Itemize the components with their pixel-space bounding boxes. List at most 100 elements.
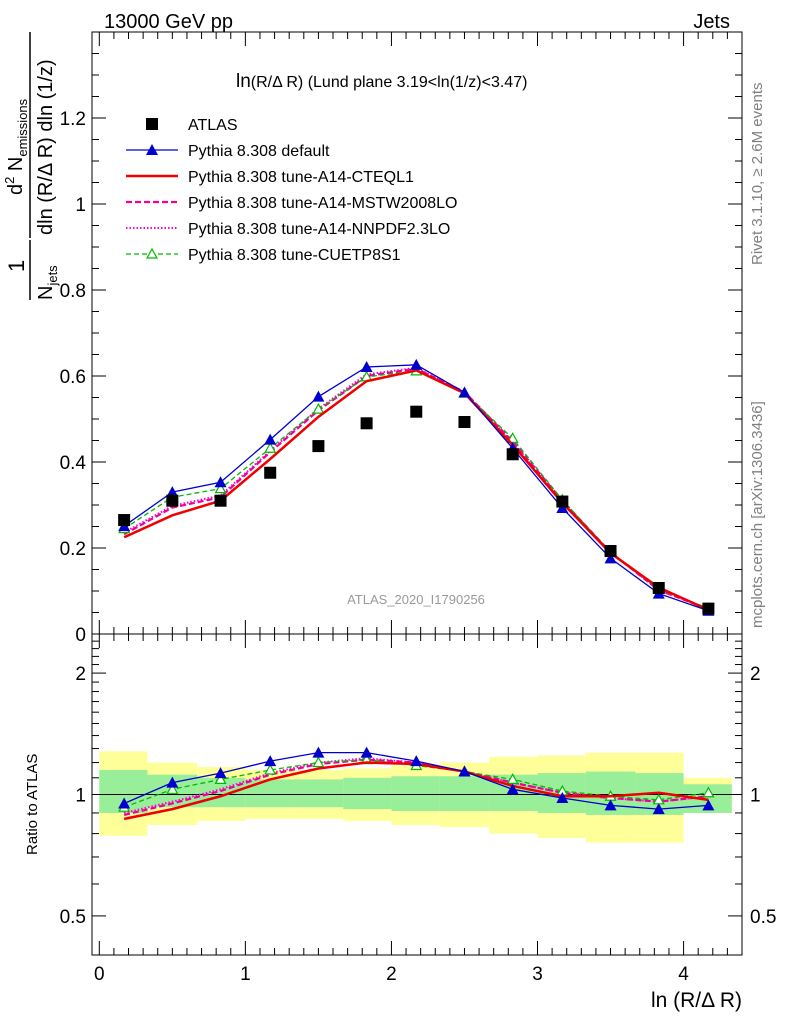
- y-label-d: d: [5, 184, 27, 195]
- y-label-frac-den-sub: jets: [45, 265, 60, 287]
- main-point-atlas: [166, 494, 179, 507]
- ratio-point-default: [410, 755, 423, 767]
- main-point-atlas: [264, 466, 277, 479]
- main-point-atlas: [506, 448, 519, 461]
- main-line-a14_mstw: [123, 367, 709, 611]
- y-axis-label-ratio: Ratio to ATLAS: [24, 754, 41, 855]
- y-label-d-sup: 2: [2, 177, 17, 184]
- legend-marker-atlas: [146, 118, 158, 130]
- main-point-cuetp8s1: [214, 482, 227, 494]
- y-label-N-sub: emissions: [15, 98, 30, 156]
- ratio-point-default: [506, 783, 519, 795]
- ratio-point-default: [556, 792, 569, 804]
- main-ytick-label: 0.2: [60, 539, 86, 560]
- ratio-point-default: [702, 799, 715, 811]
- main-line-a14_nnpdf: [123, 366, 709, 610]
- main-point-atlas: [604, 545, 617, 558]
- header-right: Jets: [693, 11, 730, 33]
- legend-label-atlas: ATLAS: [188, 117, 238, 134]
- main-point-default: [360, 360, 373, 372]
- main-ytick-label: 0.6: [60, 367, 86, 388]
- main-line-default: [123, 364, 709, 612]
- band-inner-segment: [343, 777, 392, 810]
- main-point-default: [214, 476, 227, 488]
- main-ytick-label: 1: [75, 195, 86, 216]
- ratio-point-default: [166, 776, 179, 788]
- main-point-default: [458, 386, 471, 398]
- plot-title-rest: (R/Δ R) (Lund plane 3.19<ln(1/z)<3.47): [251, 74, 528, 91]
- main-point-default: [604, 552, 617, 564]
- main-ytick-label: 1.2: [60, 109, 86, 130]
- main-point-cuetp8s1: [312, 402, 325, 414]
- side-label-rivet: Rivet 3.1.10, ≥ 2.6M events: [749, 83, 766, 266]
- legend-label-a14_nnpdf: Pythia 8.308 tune-A14-NNPDF2.3LO: [188, 221, 450, 238]
- main-ytick-label: 0: [75, 625, 86, 646]
- y-label-frac-den: Njets: [35, 265, 60, 300]
- ratio-series: [118, 746, 715, 821]
- band-inner-segment: [439, 776, 490, 812]
- band-inner-segment: [391, 776, 440, 812]
- side-label-mcplots: mcplots.cern.ch [arXiv:1306.3436]: [749, 401, 766, 628]
- main-point-cuetp8s1: [264, 442, 277, 453]
- legend: ATLAS Pythia 8.308 default Pythia 8.308 tu…: [126, 117, 457, 264]
- ratio-point-default: [118, 797, 131, 809]
- main-ytick-label: 0.8: [60, 281, 86, 302]
- y-label-frac-num: 1: [4, 260, 29, 272]
- xtick-label: 2: [386, 964, 397, 985]
- ratio-point-default: [264, 755, 277, 767]
- legend-marker-default: [146, 144, 158, 155]
- xtick-label: 3: [532, 964, 543, 985]
- ratio-point-default: [458, 765, 471, 777]
- main-point-atlas: [118, 514, 131, 527]
- main-point-atlas: [312, 440, 325, 453]
- legend-label-a14_cteql1: Pythia 8.308 tune-A14-CTEQL1: [188, 169, 414, 186]
- main-point-atlas: [652, 581, 665, 594]
- legend-label-a14_mstw: Pythia 8.308 tune-A14-MSTW2008LO: [188, 195, 457, 212]
- y-label-numerator: d2 Nemissions: [2, 98, 30, 195]
- main-ytick-label: 0.4: [60, 453, 87, 474]
- plot-title-main: ln: [236, 71, 251, 92]
- band-inner-segment: [245, 779, 294, 808]
- xtick-label: 0: [94, 964, 105, 985]
- main-point-atlas: [214, 494, 227, 507]
- y-label-frac-den-pre: N: [35, 286, 57, 300]
- main-point-atlas: [458, 416, 471, 429]
- main-point-default: [410, 358, 423, 370]
- ratio-ytick-label-right: 2: [750, 664, 761, 685]
- watermark: ATLAS_2020_I1790256: [347, 592, 485, 607]
- ratio-ytick-label-right: 1: [750, 786, 761, 807]
- main-series: [118, 358, 715, 616]
- xtick-label: 4: [678, 964, 689, 985]
- ratio-point-default: [214, 767, 227, 779]
- main-frame: 0 0.2 0.4 0.6 0.8 1 1.2: [60, 31, 743, 646]
- band-inner-segment: [293, 779, 344, 808]
- main-point-atlas: [360, 417, 373, 430]
- y-axis-label-main: 1 Njets d2 Nemissions dln (R/Δ R) dln (1…: [2, 32, 60, 300]
- y-label-denominator: dln (R/Δ R) dln (1/z): [35, 59, 57, 235]
- x-axis-label: ln (R/Δ R): [651, 989, 742, 1012]
- ratio-point-default: [360, 746, 373, 758]
- main-point-default: [264, 433, 277, 445]
- legend-label-cuetp8s1: Pythia 8.308 tune-CUETP8S1: [188, 247, 401, 264]
- main-point-atlas: [702, 602, 715, 615]
- ratio-ytick-label: 2: [75, 664, 86, 685]
- main-point-atlas: [556, 495, 569, 508]
- ratio-point-cuetp8s1: [166, 783, 179, 794]
- ratio-point-cuetp8s1: [702, 786, 715, 798]
- ratio-ytick-label: 1: [75, 786, 86, 807]
- ratio-point-default: [312, 746, 325, 758]
- main-point-atlas: [410, 405, 423, 418]
- ratio-point-cuetp8s1: [214, 773, 227, 785]
- plot-title: ln(R/Δ R) (Lund plane 3.19<ln(1/z)<3.47): [236, 71, 527, 92]
- ratio-ytick-label: 0.5: [60, 907, 86, 928]
- ratio-point-default: [604, 799, 617, 811]
- ratio-point-cuetp8s1: [264, 763, 277, 775]
- header-left: 13000 GeV pp: [104, 11, 233, 33]
- ratio-point-default: [652, 803, 665, 815]
- y-label-N: N: [5, 157, 27, 177]
- ratio-point-cuetp8s1: [312, 756, 325, 768]
- ratio-frame: 0 1 2 3 4 0.5 0.5 1 1 2 2: [60, 633, 776, 985]
- ratio-line-a14_nnpdf: [123, 757, 709, 814]
- main-point-default: [166, 486, 179, 498]
